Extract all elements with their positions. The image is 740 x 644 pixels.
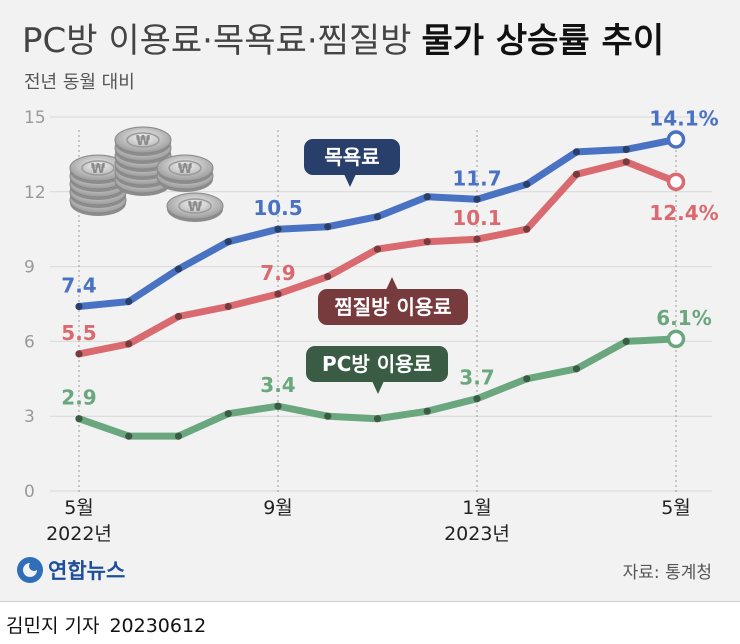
svg-text:₩: ₩ (136, 134, 151, 149)
data-point (423, 407, 431, 415)
data-point (75, 302, 83, 311)
data-point (125, 432, 133, 440)
y-tick-label: 12 (24, 183, 46, 203)
data-point (125, 340, 133, 348)
data-point (523, 180, 531, 188)
title-bold: 물가 상승률 추이 (421, 21, 664, 61)
data-label: 10.5 (253, 196, 302, 220)
x-tick-label: 2022년 (46, 523, 112, 545)
data-point (473, 235, 481, 243)
legend-callout-label: 찜질방 이용료 (334, 295, 451, 319)
data-point (324, 412, 332, 420)
coins-illustration-icon: ₩ ₩ ₩ ₩ (69, 126, 224, 222)
x-axis: 5월 2022년 9월 1월 2023년 5월 (46, 497, 691, 545)
svg-text:₩: ₩ (91, 162, 106, 177)
data-point (174, 312, 183, 321)
legend-callout: PC방 이용료 (306, 346, 448, 394)
data-point (224, 410, 232, 418)
data-point (174, 265, 183, 273)
publish-date: 20230612 (109, 615, 207, 637)
data-point (75, 350, 83, 358)
y-axis: 0 3 6 9 12 15 (24, 108, 46, 502)
data-point (622, 158, 630, 166)
data-point-end (666, 130, 686, 149)
yonhap-logo-icon (17, 557, 43, 583)
reporter-name: 김민지 기자 (6, 615, 100, 637)
chart-subtitle: 전년 동월 대비 (24, 72, 135, 93)
logo-text: 연합뉴스 (48, 559, 125, 583)
data-point (572, 170, 581, 178)
legend-callout: 찜질방 이용료 (318, 277, 468, 325)
data-point (572, 148, 581, 156)
y-tick-label: 15 (24, 108, 46, 128)
legend-callout-label: PC방 이용료 (322, 352, 432, 376)
data-point-end (666, 329, 686, 349)
data-point-end (666, 172, 686, 192)
data-label: 2.9 (61, 386, 96, 410)
data-point (75, 415, 83, 423)
svg-text:₩: ₩ (188, 200, 203, 215)
data-point (473, 395, 481, 403)
data-labels: 7.4 10.5 11.7 14.1% 5.5 7.9 10.1 12.4% 2.9 3.4 3.7… (61, 106, 718, 409)
data-point (324, 223, 332, 231)
series-points (75, 130, 686, 440)
data-point (622, 145, 630, 154)
chart: PC방 이용료·목욕료·찜질방 물가 상승률 추이 전년 동월 대비 0 3 6 9 12… (17, 21, 719, 583)
data-point (423, 193, 431, 201)
svg-text:₩: ₩ (178, 162, 193, 177)
data-point (523, 375, 531, 383)
data-label: 10.1 (452, 206, 501, 230)
data-point (373, 415, 382, 423)
series-line-1 (75, 158, 680, 358)
data-point (473, 195, 481, 203)
data-point (423, 238, 431, 246)
data-point (324, 272, 332, 281)
legend-callout-label: 목욕료 (324, 145, 379, 169)
data-point (125, 297, 133, 306)
data-label: 7.9 (260, 261, 295, 285)
chart-title: PC방 이용료·목욕료·찜질방 물가 상승률 추이 (22, 21, 664, 61)
data-point (174, 432, 183, 440)
data-point (622, 337, 630, 345)
x-tick-label: 1월 (462, 497, 492, 519)
data-label: 11.7 (452, 166, 501, 190)
title-light: PC방 이용료·목욕료·찜질방 (22, 21, 411, 61)
legend-callout: 목욕료 (304, 139, 400, 187)
y-tick-label: 6 (24, 332, 35, 352)
x-tick-label: 9월 (263, 497, 293, 519)
data-point (274, 225, 282, 233)
x-tick-label: 5월 (661, 497, 691, 519)
yonhap-logo: 연합뉴스 (17, 557, 125, 583)
source-note: 자료: 통계청 (623, 563, 712, 583)
byline: 김민지 기자 20230612 (6, 611, 206, 638)
data-label: 14.1% (649, 106, 718, 130)
footer: 김민지 기자 20230612 (0, 601, 740, 644)
data-label: 3.4 (260, 373, 295, 397)
x-tick-label: 5월 (64, 497, 94, 519)
data-point (274, 402, 282, 410)
data-label: 5.5 (61, 321, 96, 345)
data-label: 6.1% (656, 306, 711, 330)
data-point (373, 213, 382, 221)
data-point (523, 225, 531, 233)
data-label: 3.7 (459, 366, 494, 390)
data-point (373, 245, 382, 253)
data-point (224, 302, 232, 311)
data-point (274, 290, 282, 298)
data-label: 12.4% (649, 201, 718, 225)
y-tick-label: 9 (24, 258, 35, 278)
data-point (224, 238, 232, 246)
y-tick-label: 0 (24, 482, 35, 502)
data-label: 7.4 (61, 273, 96, 297)
y-tick-label: 3 (24, 407, 35, 427)
data-point (572, 365, 581, 373)
x-tick-label: 2023년 (444, 523, 510, 545)
